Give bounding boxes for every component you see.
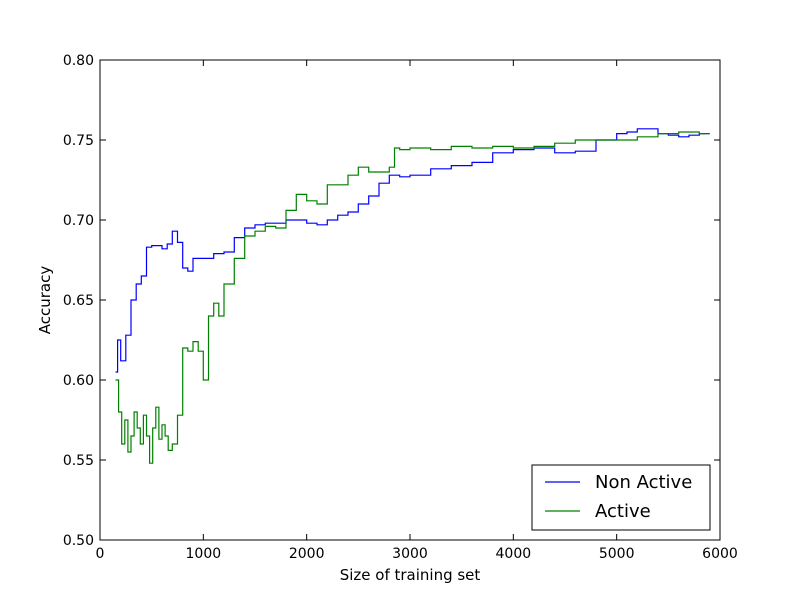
x-tick-label: 1000 — [186, 546, 222, 562]
y-tick-label: 0.75 — [63, 133, 94, 149]
legend-label: Non Active — [595, 472, 692, 493]
x-tick-label: 2000 — [289, 546, 325, 562]
y-axis: 0.50 0.55 0.60 0.65 0.70 0.75 0.80 — [63, 53, 720, 549]
x-tick-label: 0 — [96, 546, 105, 562]
x-axis: 0 1000 2000 3000 4000 5000 6000 — [96, 60, 738, 562]
y-tick-label: 0.50 — [63, 533, 94, 549]
y-tick-label: 0.55 — [63, 453, 94, 469]
x-tick-label: 4000 — [496, 546, 532, 562]
y-tick-label: 0.80 — [63, 53, 94, 69]
y-tick-label: 0.70 — [63, 213, 94, 229]
x-tick-label: 3000 — [392, 546, 428, 562]
y-tick-label: 0.60 — [63, 373, 94, 389]
x-tick-label: 6000 — [702, 546, 738, 562]
series-line-active — [115, 131, 710, 464]
y-tick-label: 0.65 — [63, 293, 94, 309]
legend-label: Active — [595, 501, 651, 522]
series-layer — [115, 128, 710, 464]
legend: Non Active Active — [531, 464, 711, 531]
y-axis-label: Accuracy — [36, 266, 54, 335]
legend-box — [531, 464, 711, 531]
x-tick-label: 5000 — [599, 546, 635, 562]
x-axis-label: Size of training set — [340, 566, 481, 584]
